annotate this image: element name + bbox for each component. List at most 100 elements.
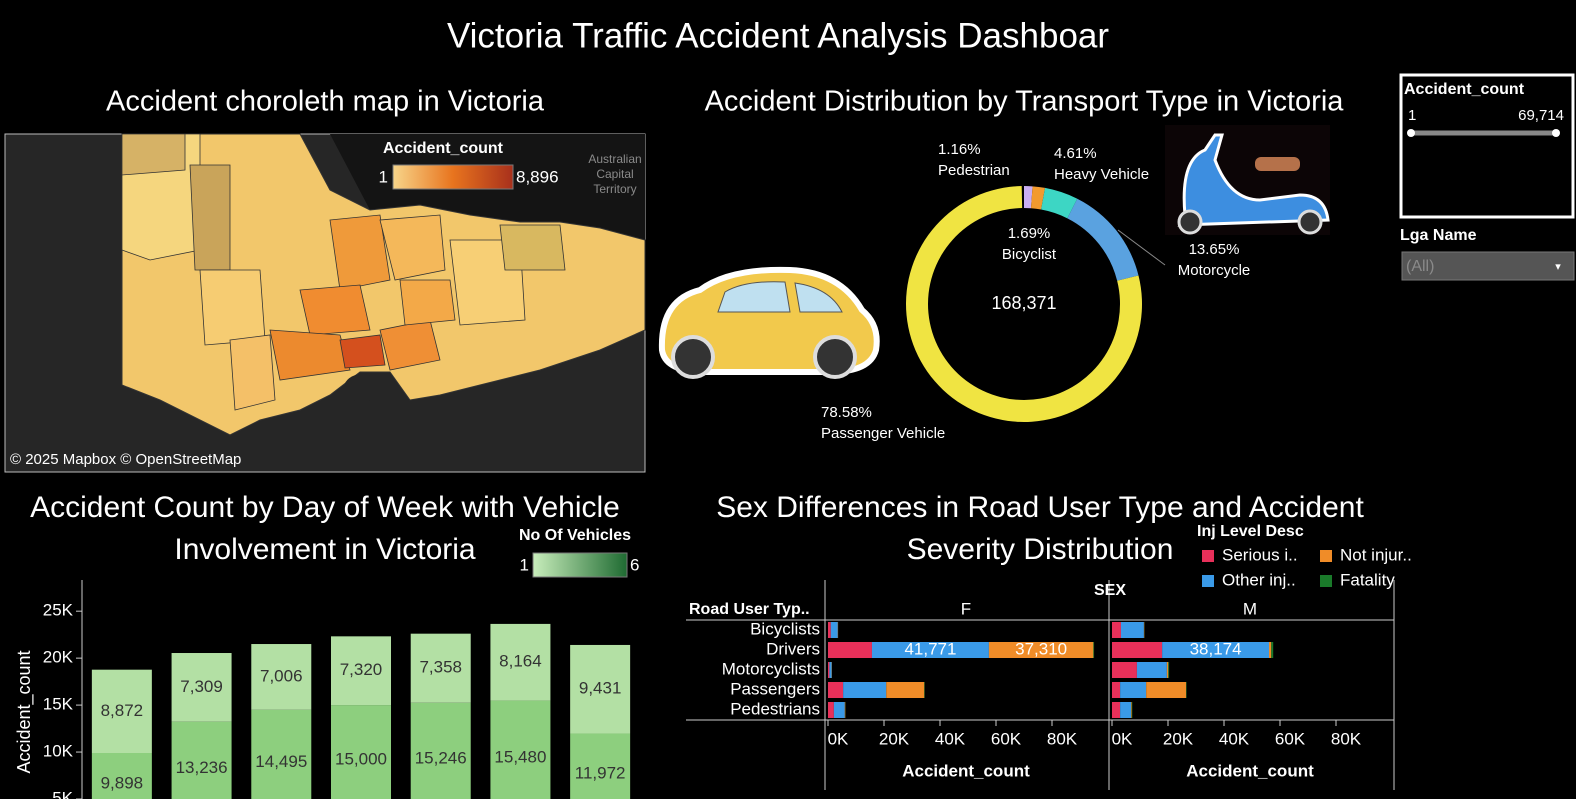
- district: [199, 269, 266, 346]
- bar-value-label: 7,358: [419, 658, 462, 677]
- scooter-wheel: [1177, 209, 1203, 235]
- district: [189, 164, 231, 271]
- y-tick-label: 20K: [43, 648, 74, 667]
- legend-swatch: [1320, 575, 1332, 587]
- bar-legend-max: 6: [630, 555, 639, 574]
- facet-label: F: [961, 599, 971, 618]
- slider-handle[interactable]: [1552, 129, 1560, 137]
- y-tick-label: 5K: [52, 788, 73, 799]
- bar-segment: [871, 642, 989, 658]
- facet-header: SEX: [1094, 582, 1126, 599]
- bar-segment: [988, 642, 1094, 658]
- bar-title: Accident Count by Day of Week with Vehic…: [30, 491, 620, 566]
- bar-legend-title: No Of Vehicles: [519, 527, 631, 544]
- map-title: Accident choroleth map in Victoria: [106, 86, 545, 118]
- bar-legend-min: 1: [520, 555, 529, 574]
- car-illustration: [658, 266, 880, 379]
- filter-title: Accident_count: [1404, 81, 1525, 98]
- donut: 1.16% Pedestrian 1.69% Bicyclist 4.61% Heavy …: [821, 141, 1250, 442]
- x-tick-label: 40K: [935, 729, 966, 748]
- legend-swatch: [1320, 550, 1332, 562]
- bar-value-label: 7,006: [260, 666, 303, 685]
- slice-category-label: Heavy Vehicle: [1054, 166, 1149, 183]
- x-tick-label: 60K: [1275, 729, 1306, 748]
- slice-value-label: 13.65%: [1189, 241, 1240, 258]
- scooter-seat: [1255, 157, 1300, 171]
- bar-segment: [1146, 682, 1187, 698]
- y-tick-label: 10K: [43, 742, 74, 761]
- district: [299, 284, 371, 336]
- slider-handle[interactable]: [1407, 129, 1415, 137]
- bar-segment: [1131, 702, 1133, 718]
- bar-legend-gradient: [532, 552, 628, 578]
- bar-value-label: 8,872: [101, 701, 144, 720]
- scooter-wheel: [1297, 209, 1323, 235]
- dropdown[interactable]: [1401, 251, 1575, 281]
- day-bar-chart: 5K 10K 15K 20K 25K 9,898 13,236 14,495 15,000 15,…: [43, 580, 631, 799]
- donut-slice: [1030, 186, 1046, 210]
- bar-segment: [1269, 642, 1272, 658]
- bar-segment: [1162, 642, 1270, 658]
- legend-title: Inj Level Desc: [1197, 523, 1304, 540]
- district: [269, 329, 351, 381]
- bar-plot: [91, 623, 631, 799]
- map-legend-max: 8,896: [516, 167, 559, 186]
- sex-bar-chart: Road User Typ.. SEX BicyclistsDriversMotor…: [686, 523, 1412, 790]
- bar-segment: [1112, 662, 1137, 678]
- x-tick-label: 80K: [1331, 729, 1362, 748]
- dropdown-arrow[interactable]: ▾: [1555, 261, 1561, 273]
- bar-value-label: 13,236: [176, 758, 228, 777]
- hbar-title: Sex Differences in Road User Type and Ac…: [716, 491, 1364, 566]
- category-label: Motorcyclists: [722, 659, 820, 678]
- bay: [344, 374, 380, 402]
- dashboard-title: Victoria Traffic Accident Analysis Dashb…: [447, 16, 1109, 55]
- dropdown-title: Lga Name: [1400, 227, 1477, 244]
- filter-box: [1399, 73, 1575, 219]
- y-tick-label: 25K: [43, 601, 74, 620]
- legend-label: Fatality: [1340, 570, 1395, 589]
- x-axis-label: Accident_count: [902, 761, 1030, 780]
- bar-segment: [1136, 662, 1167, 678]
- bar-segment: [829, 662, 832, 678]
- donut-slice: [1041, 187, 1078, 219]
- scooter-body: [1177, 133, 1330, 227]
- bar-segment: [331, 636, 391, 706]
- bar-segment: [1168, 662, 1170, 678]
- slice-value-label: 1.69%: [1008, 225, 1051, 242]
- y-tick-label: 15K: [43, 695, 74, 714]
- legend-swatch: [1202, 575, 1214, 587]
- dropdown-value: (All): [1406, 258, 1434, 275]
- district: [399, 279, 456, 326]
- row-header: Road User Typ..: [689, 601, 810, 618]
- bar-segment: [1093, 642, 1095, 658]
- bar-segment: [828, 642, 872, 658]
- bar-value-label: 37,310: [1015, 639, 1067, 658]
- bar-value-label: 38,174: [1190, 639, 1242, 658]
- y-axis-label: Accident_count: [14, 650, 35, 773]
- bar-value-label: 11,972: [575, 764, 626, 783]
- place-label: Australian Capital Territory: [588, 152, 642, 196]
- map-legend-min: 1: [379, 167, 388, 186]
- x-tick-label: 0K: [1112, 729, 1133, 748]
- x-axis-label: Accident_count: [1186, 761, 1314, 780]
- slice-value-label: 1.16%: [938, 141, 981, 158]
- district: [499, 224, 566, 271]
- legend-label: Serious i..: [1222, 545, 1298, 564]
- slice-value-label: 78.58%: [821, 404, 872, 421]
- slice-category-label: Passenger Vehicle: [821, 425, 945, 442]
- bar-value-label: 14,495: [255, 752, 307, 771]
- bar-segment: [171, 653, 232, 722]
- car-wheel: [813, 335, 857, 379]
- district: [379, 214, 446, 281]
- donut-slice: [1024, 186, 1033, 209]
- bar-value-label: 15,000: [335, 750, 387, 769]
- car-window: [717, 281, 791, 313]
- district: [121, 133, 186, 176]
- slice-value-label: 4.61%: [1054, 145, 1097, 162]
- x-tick-label: 20K: [879, 729, 910, 748]
- x-tick-label: 20K: [1163, 729, 1194, 748]
- district: [339, 334, 386, 369]
- bar-segment: [490, 623, 551, 701]
- x-tick-label: 0K: [828, 729, 849, 748]
